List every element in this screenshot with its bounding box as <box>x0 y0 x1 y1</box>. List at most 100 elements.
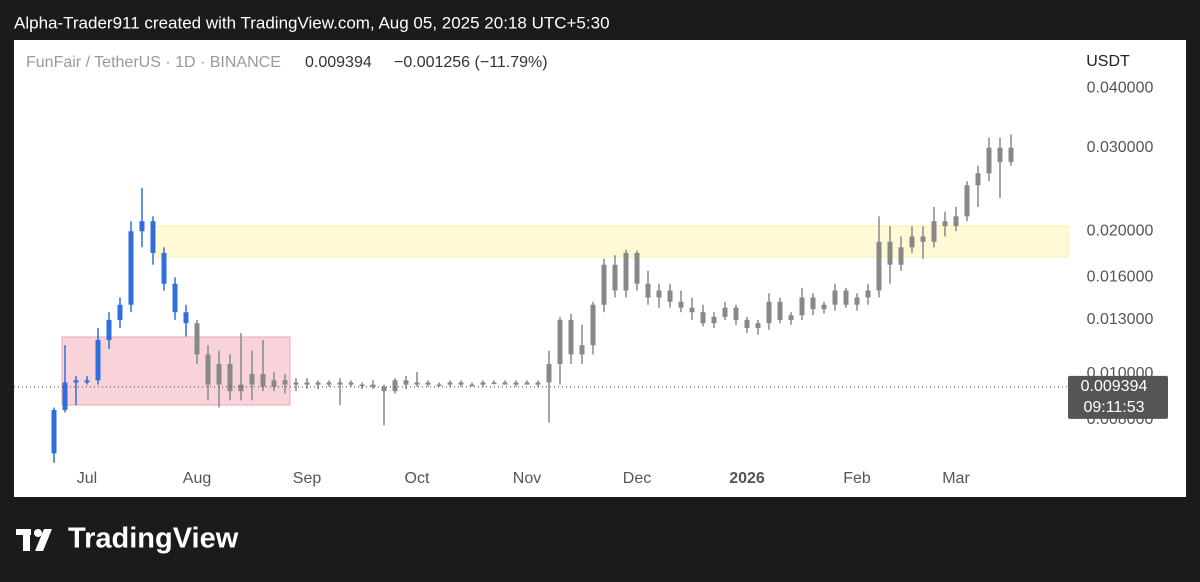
candle-body <box>722 307 728 317</box>
resistance-zone <box>154 225 1069 258</box>
x-tick-label: Feb <box>843 470 871 487</box>
candle-body <box>920 236 926 242</box>
candle-body <box>458 382 464 385</box>
candle-body <box>194 323 200 355</box>
candle-body <box>260 374 266 387</box>
x-tick-label: Mar <box>942 470 970 487</box>
candle-body <box>51 409 57 454</box>
candle-body <box>711 316 717 324</box>
logo-part <box>23 529 30 551</box>
candle-body <box>557 319 563 364</box>
candle-body <box>447 382 453 385</box>
candle-body <box>183 312 189 324</box>
candle-body <box>139 221 145 232</box>
plot: 0.0080000.0100000.0130000.0160000.020000… <box>14 80 1168 487</box>
candle-body <box>645 283 651 298</box>
logo-part <box>34 529 42 537</box>
candle-body <box>73 380 79 383</box>
candle-body <box>271 380 277 387</box>
x-tick-label: 2026 <box>729 470 765 487</box>
candle-body <box>150 221 156 253</box>
candle-body <box>304 382 310 385</box>
brand-logo <box>16 529 52 551</box>
candle-body <box>128 231 134 305</box>
y-tick-label: 0.013000 <box>1087 311 1154 328</box>
candle-body <box>326 382 332 385</box>
candle-body <box>689 307 695 313</box>
candle-body <box>964 185 970 217</box>
candle-body <box>491 382 497 384</box>
candle-body <box>909 236 915 248</box>
candle-body <box>832 290 838 305</box>
candle-body <box>876 241 882 291</box>
candle-body <box>546 363 552 383</box>
candle-body <box>634 252 640 284</box>
candle-body <box>612 264 618 291</box>
candle-body <box>161 252 167 284</box>
price-label-box <box>1068 375 1168 419</box>
candle-body <box>854 297 860 305</box>
candle-body <box>975 173 981 186</box>
candle-body <box>293 382 299 385</box>
candle-body <box>95 339 101 381</box>
candle-body <box>1008 147 1014 162</box>
candle-body <box>502 382 508 385</box>
x-tick-label: Oct <box>405 470 430 487</box>
candle-body <box>579 345 585 355</box>
candle-body <box>238 384 244 392</box>
candle-body <box>656 290 662 298</box>
x-tick-label: Aug <box>183 470 211 487</box>
candle-body <box>370 384 376 387</box>
candle-body <box>810 297 816 310</box>
candle-body <box>469 384 475 387</box>
header: Alpha-Trader911 created with TradingView… <box>14 13 610 32</box>
x-tick-label: Nov <box>513 470 541 487</box>
candle-body <box>84 380 90 383</box>
candle-body <box>392 380 398 392</box>
candle-body <box>524 382 530 385</box>
candle-body <box>843 290 849 305</box>
candle-body <box>249 374 255 385</box>
candle-body <box>106 319 112 340</box>
candle-body <box>117 304 123 320</box>
candle-body <box>700 312 706 324</box>
symbol: FunFair / TetherUS · 1D · BINANCE <box>26 54 281 71</box>
price-change: −0.001256 (−11.79%) <box>394 54 548 71</box>
candle-body <box>777 301 783 320</box>
candle-body <box>414 382 420 385</box>
price-label: 0.009394 <box>1081 378 1148 395</box>
countdown: 09:11:53 <box>1083 399 1144 416</box>
y-tick-label: 0.040000 <box>1087 80 1154 97</box>
candle-body <box>62 382 68 410</box>
candle-body <box>172 283 178 313</box>
candle-body <box>205 354 211 385</box>
candle-body <box>887 241 893 265</box>
candle-body <box>403 380 409 385</box>
candle-body <box>755 323 761 329</box>
brand: TradingView <box>68 523 239 555</box>
candle-body <box>227 363 233 392</box>
candle-body <box>568 319 574 355</box>
candle-body <box>953 216 959 227</box>
logo-part <box>35 529 52 551</box>
candle-body <box>436 384 442 387</box>
candle-body <box>678 301 684 308</box>
candle-body <box>348 382 354 385</box>
candle-body <box>865 290 871 298</box>
candle-body <box>766 301 772 324</box>
candle-body <box>667 290 673 302</box>
candle-body <box>381 386 387 392</box>
candle-body <box>359 384 365 387</box>
candle-body <box>733 307 739 320</box>
candle-body <box>986 147 992 174</box>
candle-body <box>315 382 321 385</box>
y-tick-label: 0.016000 <box>1087 268 1154 285</box>
candle-body <box>601 264 607 305</box>
candle-body <box>513 382 519 385</box>
candle-body <box>744 319 750 329</box>
candle-body <box>337 382 343 385</box>
x-tick-label: Jul <box>77 470 97 487</box>
y-tick-label: 0.020000 <box>1087 222 1154 239</box>
